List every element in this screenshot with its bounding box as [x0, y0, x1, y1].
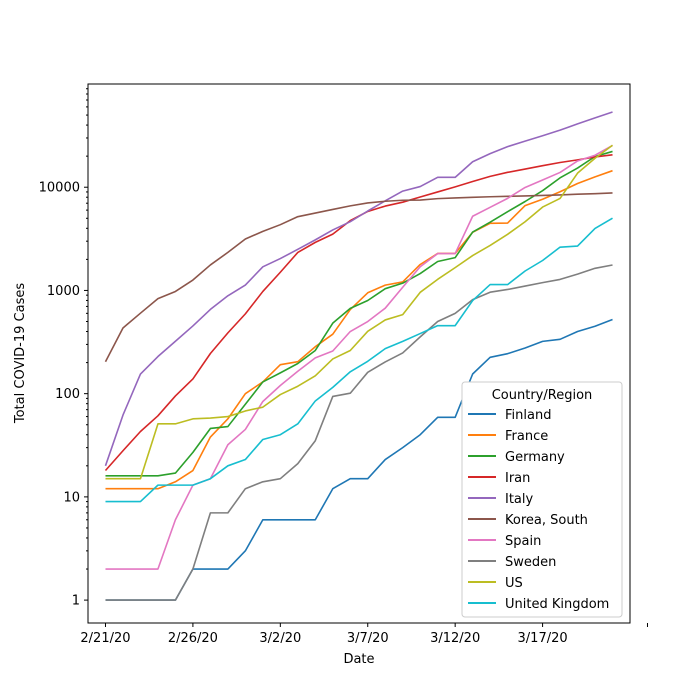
series-line-germany: [105, 150, 613, 477]
x-tick-label: 3/2/20: [259, 631, 301, 646]
legend-label: Italy: [505, 492, 534, 507]
y-tick-label: 10000: [39, 181, 80, 196]
legend-label: Germany: [505, 450, 565, 465]
legend-label: US: [505, 576, 523, 591]
x-axis-label: Date: [343, 652, 374, 667]
series-line-united-kingdom: [105, 217, 613, 503]
x-axis: 2/21/20 2/26/20 3/2/20 3/7/20 3/12/20 3/17/20: [80, 623, 648, 646]
y-tick-label: 1: [72, 594, 80, 609]
legend-frame: [461, 381, 623, 618]
series-lines: [104, 111, 613, 601]
legend-label: Korea, South: [505, 513, 588, 528]
legend-label: United Kingdom: [505, 597, 609, 612]
legend-label: Iran: [505, 471, 530, 486]
legend-label: France: [505, 429, 548, 444]
series-line-spain: [105, 144, 613, 570]
x-tick-label: 3/7/20: [347, 631, 389, 646]
series-line-us: [105, 144, 613, 480]
y-tick-label: 100: [55, 387, 80, 402]
legend-title: Country/Region: [492, 388, 593, 403]
y-tick-label: 1000: [47, 284, 80, 299]
x-tick-label: 3/17/20: [518, 631, 568, 646]
y-tick-label: 10: [63, 490, 80, 505]
series-line-sweden: [105, 264, 613, 601]
legend-label: Sweden: [505, 555, 556, 570]
x-tick-label: 2/21/20: [80, 631, 130, 646]
y-axis-label: Total COVID-19 Cases: [13, 283, 28, 424]
x-tick-label: 3/12/20: [430, 631, 480, 646]
series-line-france: [105, 169, 613, 490]
x-tick-label: 2/26/20: [168, 631, 218, 646]
series-line-italy: [104, 111, 613, 467]
legend-label: Spain: [505, 534, 541, 549]
y-axis: 1 10 100 1000 10000: [39, 88, 88, 609]
series-line-korea-south: [104, 192, 613, 363]
legend-label: Finland: [505, 408, 551, 423]
plot-frame: [87, 83, 631, 624]
legend: Country/Region Finland France Germany Iran I…: [461, 381, 623, 618]
